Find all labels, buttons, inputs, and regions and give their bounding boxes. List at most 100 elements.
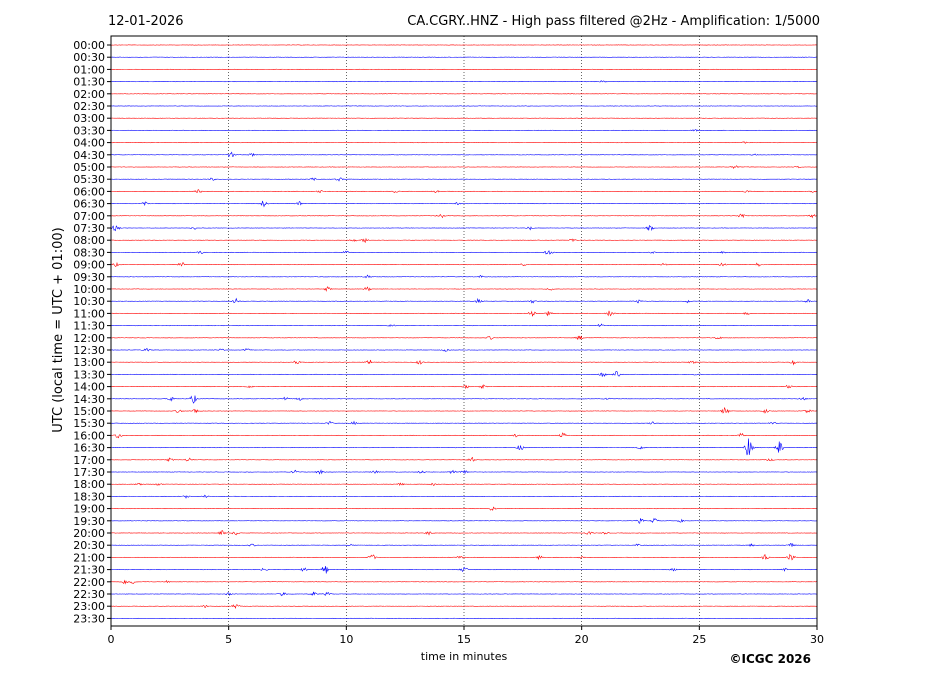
trace-line — [111, 395, 817, 404]
y-tick-label: 23:00 — [73, 600, 105, 613]
y-tick-label: 21:30 — [73, 564, 105, 577]
y-tick-label: 18:30 — [73, 490, 105, 503]
y-tick-label: 12:00 — [73, 332, 105, 345]
trace-row — [110, 224, 817, 232]
trace-row — [110, 261, 817, 267]
y-tick-label: 00:30 — [73, 51, 105, 64]
y-tick-label: 19:00 — [73, 503, 105, 516]
trace-line — [110, 189, 817, 193]
y-tick-label: 09:30 — [73, 271, 105, 284]
y-tick-label: 07:30 — [73, 222, 105, 235]
y-tick-label: 01:30 — [73, 76, 105, 89]
trace-row — [110, 591, 817, 597]
y-tick-label: 00:00 — [73, 39, 105, 52]
trace-line — [110, 237, 817, 244]
x-tick-label: 10 — [339, 633, 353, 646]
y-tick-label: 03:00 — [73, 112, 105, 125]
y-tick-label: 12:30 — [73, 344, 105, 357]
trace-line — [110, 286, 817, 292]
y-tick-label: 08:00 — [73, 234, 105, 247]
trace-line — [110, 591, 817, 597]
trace-row — [110, 530, 817, 536]
y-tick-label: 13:00 — [73, 356, 105, 369]
trace-row — [110, 359, 817, 366]
y-tick-label: 11:00 — [73, 307, 105, 320]
trace-line — [110, 530, 817, 536]
y-tick-label: 22:30 — [73, 588, 105, 601]
y-tick-label: 10:00 — [73, 283, 105, 296]
y-tick-label: 18:00 — [73, 478, 105, 491]
y-tick-label: 04:30 — [73, 149, 105, 162]
trace-line — [110, 604, 817, 609]
trace-line — [110, 347, 817, 352]
y-tick-label: 15:00 — [73, 405, 105, 418]
trace-line — [110, 420, 817, 425]
chart-title: CA.CGRY..HNZ - High pass filtered @2Hz -… — [407, 14, 820, 29]
trace-line — [110, 224, 817, 232]
trace-line — [110, 359, 817, 366]
plot-frame — [110, 35, 818, 627]
trace-line — [110, 141, 817, 144]
y-tick-label: 04:00 — [73, 137, 105, 150]
y-tick-label: 06:30 — [73, 198, 105, 211]
y-tick-label: 11:30 — [73, 320, 105, 333]
y-tick-label: 09:00 — [73, 259, 105, 272]
trace-row — [111, 395, 817, 404]
trace-row — [110, 189, 817, 193]
trace-row — [110, 494, 817, 499]
trace-row — [110, 438, 817, 456]
trace-row — [110, 370, 817, 377]
trace-row — [110, 482, 817, 487]
trace-line — [110, 370, 817, 377]
trace-row — [110, 129, 817, 132]
trace-line — [110, 200, 817, 208]
y-tick-label: 16:30 — [73, 442, 105, 455]
trace-row — [110, 542, 817, 547]
trace-row — [110, 604, 817, 609]
y-tick-label: 22:00 — [73, 576, 105, 589]
x-tick-label: 20 — [575, 633, 589, 646]
trace-line — [110, 517, 817, 524]
trace-line — [110, 177, 817, 182]
trace-row — [110, 274, 817, 279]
y-tick-label: 08:30 — [73, 246, 105, 259]
y-tick-label: 20:30 — [73, 539, 105, 552]
y-tick-label: 03:30 — [73, 124, 105, 137]
trace-line — [110, 553, 817, 561]
y-tick-label: 17:30 — [73, 466, 105, 479]
trace-row — [110, 420, 817, 425]
trace-line — [110, 335, 817, 340]
x-tick-label: 5 — [225, 633, 232, 646]
y-tick-label: 07:00 — [73, 210, 105, 223]
trace-row — [110, 237, 817, 244]
trace-row — [110, 80, 817, 83]
trace-line — [110, 310, 817, 317]
y-tick-label: 02:30 — [73, 100, 105, 113]
trace-line — [110, 261, 817, 267]
trace-row — [110, 213, 817, 219]
trace-line — [110, 456, 817, 462]
trace-row — [110, 177, 817, 182]
trace-row — [110, 456, 817, 462]
trace-row — [110, 151, 817, 158]
trace-line — [110, 469, 817, 475]
trace-row — [110, 310, 817, 317]
trace-row — [110, 286, 817, 292]
trace-line — [110, 274, 817, 279]
trace-line — [110, 151, 817, 158]
y-tick-label: 05:00 — [73, 161, 105, 174]
trace-line — [110, 438, 817, 456]
trace-line — [110, 250, 817, 255]
y-tick-label: 14:00 — [73, 381, 105, 394]
y-tick-label: 02:00 — [73, 88, 105, 101]
trace-line — [110, 506, 817, 512]
trace-row — [110, 297, 817, 304]
y-tick-label: 17:00 — [73, 454, 105, 467]
trace-line — [110, 213, 817, 219]
trace-line — [110, 542, 817, 547]
trace-line — [110, 432, 817, 439]
trace-row — [110, 250, 817, 255]
trace-line — [110, 565, 817, 574]
y-tick-label: 06:00 — [73, 185, 105, 198]
